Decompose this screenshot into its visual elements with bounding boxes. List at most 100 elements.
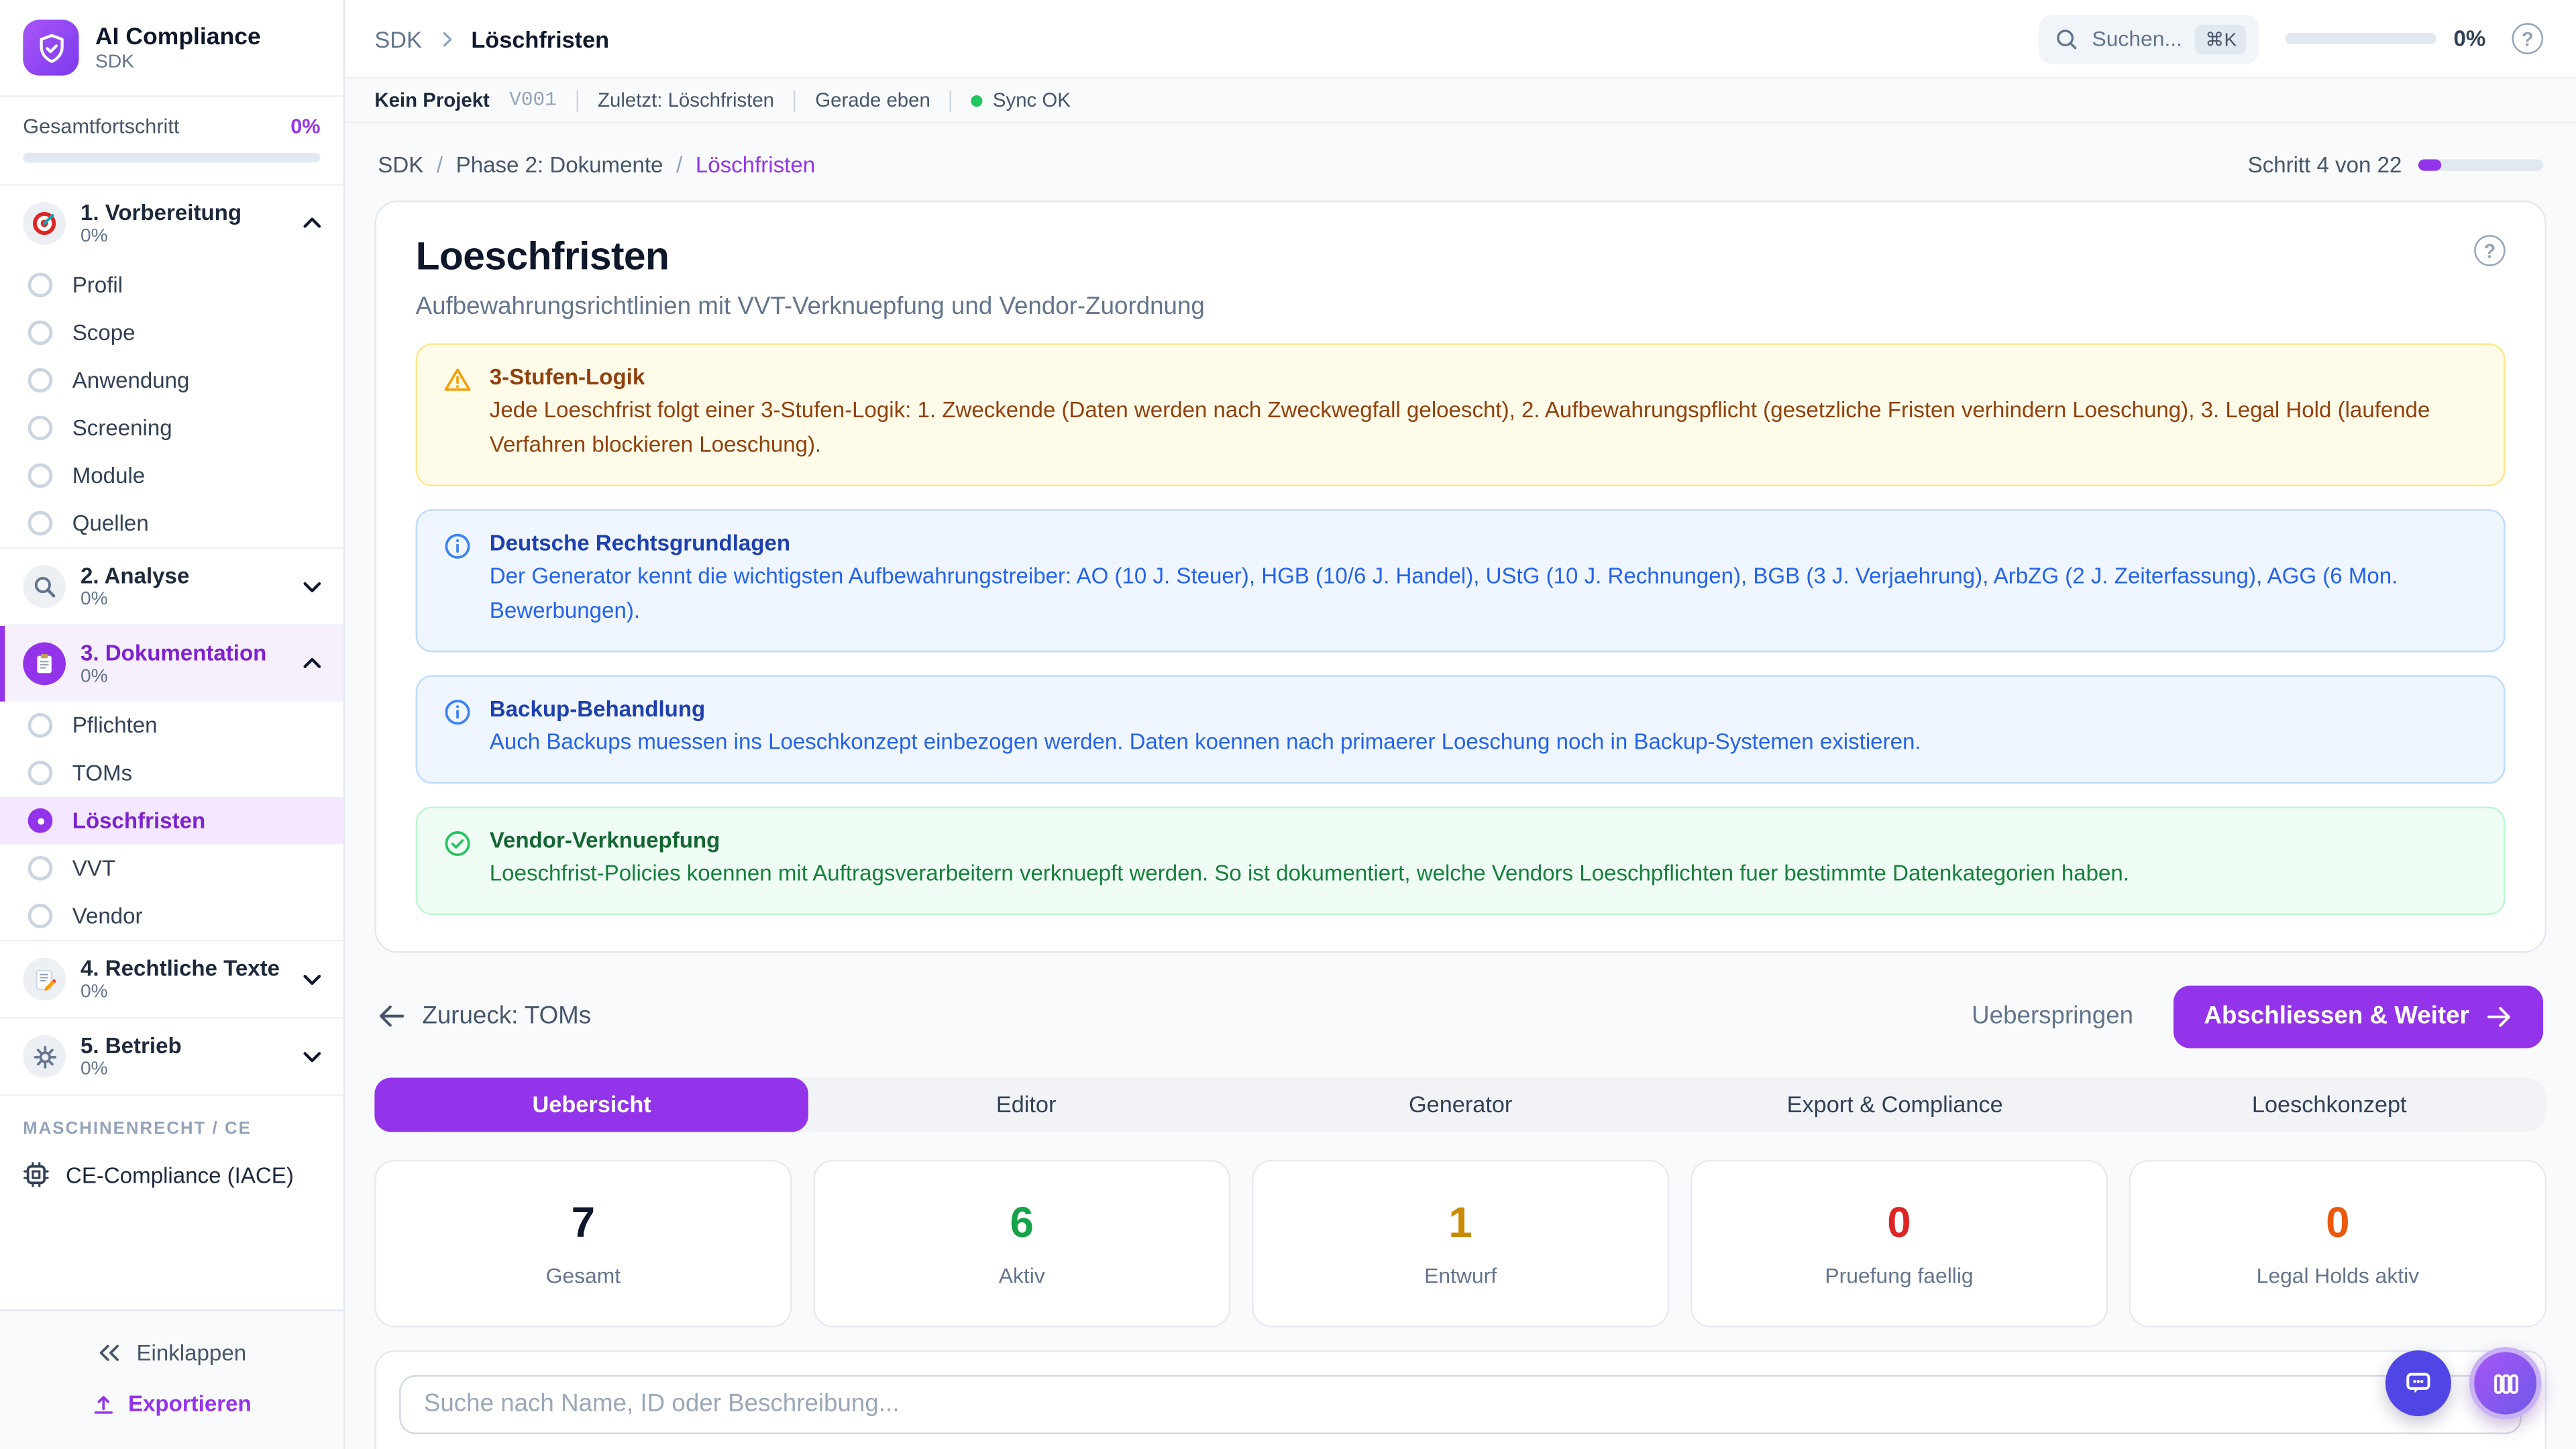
phase-label: 5. Betrieb	[80, 1033, 182, 1059]
finish-next-button[interactable]: Abschliessen & Weiter	[2172, 985, 2544, 1048]
page-breadcrumb: SDK / Phase 2: Dokumente / Löschfristen	[378, 152, 816, 178]
notice-3-stufen-logik: 3-Stufen-Logik Jede Loeschfrist folgt ei…	[415, 343, 2506, 486]
radio-icon	[28, 415, 53, 441]
phase-dokumentation[interactable]: 3. Dokumentation 0%	[0, 626, 343, 702]
header-progress: 0%	[2286, 26, 2485, 51]
sync-status: Sync OK	[971, 89, 1071, 112]
search-button[interactable]: Suchen... ⌘K	[2039, 13, 2260, 64]
sidebar-item-scope[interactable]: Scope	[0, 309, 343, 356]
status-bar: Kein Projekt V001 Zuletzt: Löschfristen …	[345, 78, 2576, 123]
stat-aktiv: 6 Aktiv	[813, 1159, 1231, 1327]
phase-vorbereitung[interactable]: 1. Vorbereitung 0%	[0, 186, 343, 262]
sidebar-item-loeschfristen[interactable]: Löschfristen	[0, 796, 343, 845]
card-help-icon[interactable]: ?	[2474, 235, 2506, 266]
chip-icon	[23, 1162, 49, 1187]
info-circle-icon	[445, 699, 470, 724]
sidebar: AI Compliance SDK Gesamtfortschritt 0% 1…	[0, 0, 345, 1449]
sidebar-item-toms[interactable]: TOMs	[0, 749, 343, 797]
clipboard-icon	[23, 642, 66, 686]
stat-legal-holds: 0 Legal Holds aktiv	[2129, 1159, 2546, 1327]
page-title: Loeschfristen	[415, 235, 669, 280]
gear-icon	[23, 1034, 66, 1078]
radio-icon	[28, 855, 53, 881]
sidebar-item-pflichten[interactable]: Pflichten	[0, 702, 343, 749]
magnifier-icon	[23, 565, 66, 608]
sidebar-item-anwendung[interactable]: Anwendung	[0, 356, 343, 404]
radio-icon	[28, 272, 53, 298]
radio-icon	[28, 320, 53, 345]
sidebar-item-module[interactable]: Module	[0, 451, 343, 499]
tab-editor[interactable]: Editor	[996, 1091, 1057, 1118]
page-content: SDK / Phase 2: Dokumente / Löschfristen …	[345, 123, 2576, 1449]
crumb-phase[interactable]: Phase 2: Dokumente	[455, 152, 663, 178]
radio-icon	[28, 760, 53, 786]
radio-selected-icon	[28, 808, 53, 833]
stat-pruefung-faellig: 0 Pruefung faellig	[1690, 1159, 2108, 1327]
overall-progress-label: Gesamtfortschritt	[23, 115, 180, 138]
skip-button[interactable]: Ueberspringen	[1972, 1002, 2134, 1030]
sidebar-item-ce-compliance[interactable]: CE-Compliance (IACE)	[0, 1148, 343, 1208]
arrow-left-icon	[379, 1005, 405, 1027]
collapse-sidebar-button[interactable]: Einklappen	[0, 1328, 343, 1379]
chevron-down-icon	[303, 1052, 321, 1063]
radio-icon	[28, 368, 53, 393]
breadcrumb-root[interactable]: SDK	[374, 25, 422, 52]
double-chevron-left-icon	[100, 1344, 119, 1361]
loeschfristen-card: Loeschfristen ? Aufbewahrungsrichtlinien…	[374, 200, 2546, 953]
phase-betrieb[interactable]: 5. Betrieb 0%	[0, 1018, 343, 1094]
phase-pct: 0%	[80, 1059, 108, 1079]
chevron-down-icon	[303, 975, 321, 985]
sidebar-item-vvt[interactable]: VVT	[0, 845, 343, 892]
chevron-down-icon	[303, 582, 321, 592]
sidebar-item-quellen[interactable]: Quellen	[0, 499, 343, 547]
tab-uebersicht[interactable]: Uebersicht	[374, 1077, 809, 1132]
phase-pct: 0%	[80, 226, 108, 247]
project-name: Kein Projekt	[374, 89, 490, 112]
columns-icon	[2493, 1373, 2518, 1393]
tab-export-compliance[interactable]: Export & Compliance	[1786, 1091, 2003, 1118]
phase-pct: 0%	[80, 982, 108, 1002]
panel-toggle-button[interactable]	[2469, 1347, 2542, 1419]
phase-label: 4. Rechtliche Texte	[80, 956, 280, 981]
tab-generator[interactable]: Generator	[1408, 1091, 1513, 1118]
sidebar-item-vendor[interactable]: Vendor	[0, 892, 343, 940]
sidebar-item-screening[interactable]: Screening	[0, 404, 343, 451]
upload-icon	[94, 1395, 113, 1413]
notice-rechtsgrundlagen: Deutsche Rechtsgrundlagen Der Generator …	[415, 508, 2506, 652]
sidebar-item-profil[interactable]: Profil	[0, 261, 343, 309]
app-brand: AI Compliance SDK	[0, 0, 343, 97]
stats-row: 7 Gesamt 6 Aktiv 1 Entwurf 0 Pruefung fa…	[374, 1159, 2546, 1327]
last-saved-time: Gerade eben	[815, 89, 930, 112]
app-name: AI Compliance	[95, 23, 261, 50]
help-icon[interactable]: ?	[2512, 23, 2544, 54]
phase-pct: 0%	[80, 667, 108, 687]
phase-rechtliche-texte[interactable]: 4. Rechtliche Texte 0%	[0, 941, 343, 1017]
export-button[interactable]: Exportieren	[0, 1379, 343, 1430]
sidebar-footer: Einklappen Exportieren	[0, 1309, 343, 1449]
overall-progress-value: 0%	[290, 115, 321, 138]
chat-button[interactable]	[2385, 1350, 2451, 1417]
app-logo	[23, 19, 79, 76]
overall-progress-track	[23, 152, 321, 163]
breadcrumb: SDK Löschfristen	[374, 25, 609, 52]
step-indicator: Schritt 4 von 22	[2248, 153, 2544, 177]
search-icon	[2057, 28, 2078, 49]
version-badge: V001	[509, 89, 557, 112]
policy-search-input[interactable]	[399, 1374, 2522, 1434]
phase-label: 1. Vorbereitung	[80, 200, 242, 225]
notice-vendor-verknuepfung: Vendor-Verknuepfung Loeschfrist-Policies…	[415, 806, 2506, 914]
phase-label: 2. Analyse	[80, 564, 190, 588]
check-circle-icon	[445, 830, 470, 856]
phase-nav: 1. Vorbereitung 0% Profil Scope Anwendun…	[0, 186, 343, 1309]
tab-loeschkonzept[interactable]: Loeschkonzept	[2251, 1091, 2407, 1118]
stat-gesamt: 7 Gesamt	[374, 1159, 792, 1327]
chevron-up-icon	[303, 657, 321, 668]
notice-backup-behandlung: Backup-Behandlung Auch Backups muessen i…	[415, 674, 2506, 784]
sync-ok-dot	[971, 95, 983, 107]
phase-label: 3. Dokumentation	[80, 641, 267, 665]
back-button[interactable]: Zurueck: TOMs	[378, 1002, 591, 1030]
phase-analyse[interactable]: 2. Analyse 0%	[0, 549, 343, 625]
tab-bar: Uebersicht Editor Generator Export & Com…	[374, 1077, 2546, 1132]
crumb-sdk[interactable]: SDK	[378, 152, 424, 178]
section-label-maschinenrecht: MASCHINENRECHT / CE	[0, 1094, 343, 1148]
